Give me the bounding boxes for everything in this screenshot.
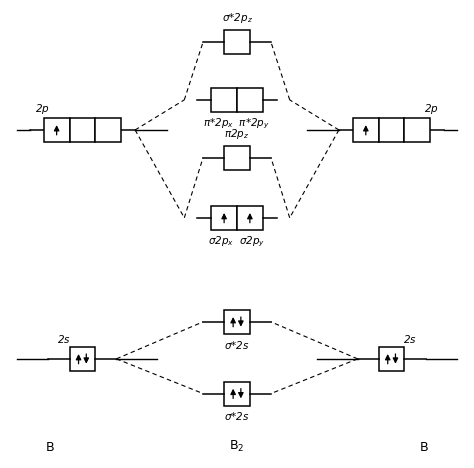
- Bar: [353, 118, 379, 142]
- Text: $\pi$*2p$_x$  $\pi$*2p$_y$: $\pi$*2p$_x$ $\pi$*2p$_y$: [203, 117, 271, 131]
- Text: B$_2$: B$_2$: [229, 439, 245, 453]
- Text: $\pi$2p$_z$: $\pi$2p$_z$: [224, 127, 250, 141]
- Text: 2$p$: 2$p$: [424, 102, 439, 116]
- Bar: [237, 88, 263, 112]
- Bar: [70, 347, 95, 371]
- Text: B: B: [46, 441, 54, 453]
- Bar: [95, 118, 121, 142]
- Bar: [70, 118, 95, 142]
- Bar: [379, 118, 404, 142]
- Bar: [224, 146, 250, 170]
- Text: $\sigma$*2p$_z$: $\sigma$*2p$_z$: [221, 11, 253, 25]
- Text: $\sigma$*2s: $\sigma$*2s: [224, 338, 250, 351]
- Text: 2$p$: 2$p$: [35, 102, 50, 116]
- Text: 2$s$: 2$s$: [403, 333, 417, 345]
- Text: 2$s$: 2$s$: [57, 333, 71, 345]
- Bar: [44, 118, 70, 142]
- Bar: [224, 381, 250, 406]
- Text: B: B: [420, 441, 428, 453]
- Text: $\sigma$2p$_x$  $\sigma$2p$_y$: $\sigma$2p$_x$ $\sigma$2p$_y$: [209, 234, 265, 249]
- Text: $\sigma$*2s: $\sigma$*2s: [224, 410, 250, 422]
- Bar: [224, 310, 250, 334]
- Bar: [237, 206, 263, 230]
- Bar: [211, 88, 237, 112]
- Bar: [404, 118, 430, 142]
- Bar: [211, 206, 237, 230]
- Bar: [224, 30, 250, 54]
- Bar: [379, 347, 404, 371]
